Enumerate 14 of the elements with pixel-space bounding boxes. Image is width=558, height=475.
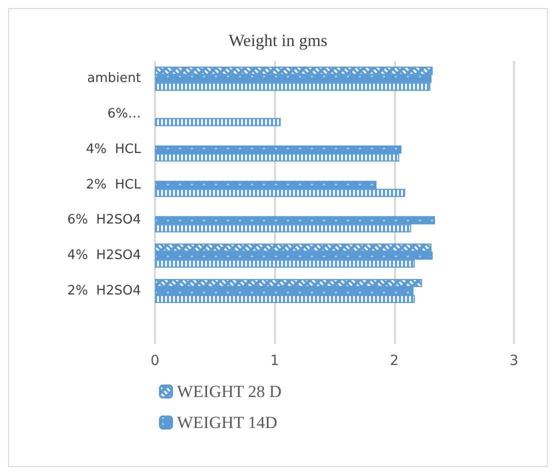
y-tick-label: 4% HCL xyxy=(86,142,142,157)
x-tick-label: 0 xyxy=(150,353,160,369)
y-tick-label: ambient xyxy=(87,71,141,86)
y-tick-label: 6% H2SO4 xyxy=(67,212,141,228)
y-tick-label: 2% H2SO4 xyxy=(67,283,141,298)
x-tick-label: 2 xyxy=(390,353,399,369)
chart-title: Weight in gms xyxy=(228,31,328,50)
x-tick-label: 3 xyxy=(510,353,518,369)
x-tick-label: 1 xyxy=(270,353,280,369)
legend-label: WEIGHT 28 D xyxy=(177,382,282,401)
y-tick-label: 4% H2SO4 xyxy=(67,248,141,264)
legend-label: WEIGHT 14D xyxy=(177,413,278,432)
y-tick-label: 6%… xyxy=(107,106,141,122)
y-tick-label: 2% HCL xyxy=(86,177,142,192)
